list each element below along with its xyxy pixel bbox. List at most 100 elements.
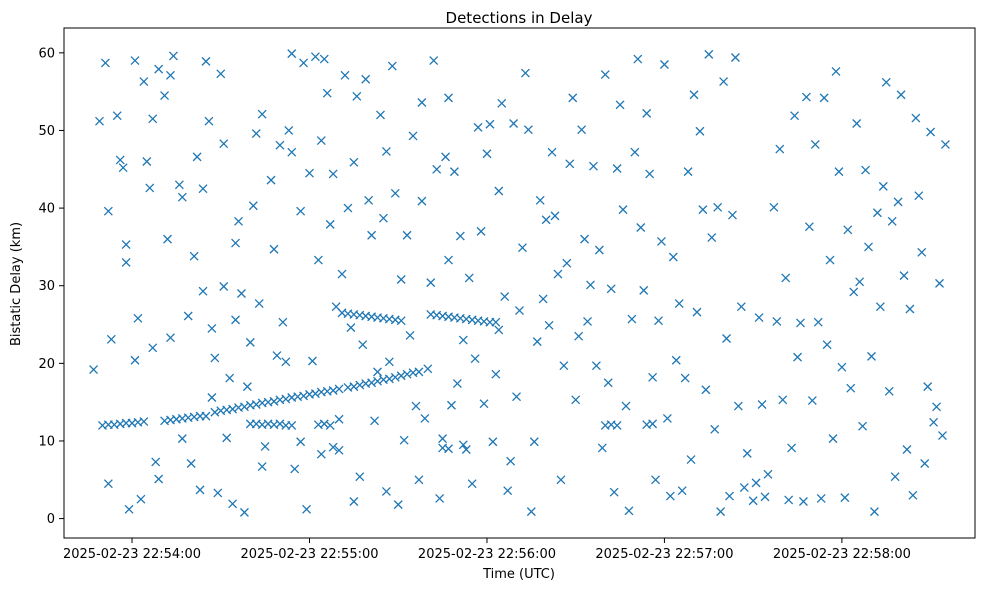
data-point (201, 56, 211, 66)
data-point (689, 90, 699, 100)
data-point (237, 289, 246, 298)
data-point (618, 205, 628, 215)
data-point (378, 213, 388, 223)
data-point (878, 181, 888, 191)
data-point (242, 382, 252, 392)
data-point (659, 60, 669, 69)
data-point (494, 325, 504, 335)
data-point (257, 109, 267, 119)
data-point (266, 175, 276, 185)
data-point (926, 127, 936, 137)
data-point (526, 507, 536, 517)
x-axis-label: Time (UTC) (482, 567, 555, 582)
data-point (272, 351, 282, 361)
data-point (875, 302, 885, 312)
data-point (612, 420, 622, 430)
data-point (535, 195, 545, 205)
data-point (911, 113, 921, 123)
data-point (612, 164, 622, 173)
data-point (772, 316, 782, 326)
data-point (316, 449, 326, 459)
data-point (500, 292, 510, 302)
data-point (657, 237, 666, 246)
y-tick-label: 50 (38, 124, 55, 139)
data-point (908, 490, 918, 500)
data-point (260, 441, 270, 451)
data-point (278, 317, 288, 327)
data-point (881, 77, 891, 87)
data-point (884, 386, 894, 396)
data-point (834, 167, 844, 177)
data-point (464, 273, 474, 283)
data-point (662, 413, 672, 423)
data-point (574, 331, 584, 341)
data-point (313, 255, 323, 265)
data-point (725, 491, 734, 501)
data-point (121, 257, 131, 267)
data-point (435, 493, 445, 503)
data-point (473, 122, 483, 132)
data-point (698, 205, 708, 215)
data-point (807, 396, 817, 406)
data-point (449, 167, 459, 177)
data-point (861, 165, 871, 175)
data-point (615, 100, 625, 110)
data-point (651, 475, 661, 485)
data-point (130, 56, 140, 66)
data-point (373, 367, 382, 377)
data-point (222, 433, 232, 443)
data-point (381, 146, 391, 156)
data-point (115, 155, 125, 165)
data-point (636, 223, 646, 232)
data-point (810, 139, 820, 149)
x-axis: 2025-02-23 22:54:00 2025-02-23 22:55:00 20… (63, 538, 911, 562)
data-point (310, 52, 320, 62)
data-point (133, 313, 143, 323)
data-point (189, 251, 199, 261)
data-point (701, 385, 711, 395)
y-tick-label: 30 (38, 279, 55, 294)
x-tick-label: 2025-02-23 22:54:00 (63, 547, 201, 562)
data-point (402, 369, 412, 379)
data-point (648, 419, 658, 429)
data-point (373, 376, 382, 386)
data-point (455, 231, 465, 241)
data-point (559, 361, 569, 371)
data-point (204, 116, 214, 126)
data-point (210, 407, 220, 417)
data-point (228, 499, 238, 509)
data-point (381, 486, 391, 496)
data-point (710, 424, 720, 434)
data-point (846, 383, 856, 393)
data-point (485, 119, 495, 129)
data-point (160, 91, 170, 100)
data-point (290, 464, 300, 474)
data-point (163, 234, 172, 244)
data-point (213, 488, 223, 498)
data-point (775, 144, 785, 154)
data-point (284, 126, 294, 135)
data-point (594, 245, 604, 255)
data-point (553, 269, 563, 279)
data-point (145, 183, 155, 193)
data-point (177, 434, 187, 444)
data-point (929, 417, 939, 427)
data-point (692, 307, 702, 317)
data-point (890, 472, 900, 482)
data-point (174, 180, 184, 190)
data-point (411, 401, 421, 411)
data-point (467, 479, 477, 489)
data-point (648, 372, 658, 382)
data-point (654, 316, 663, 326)
data-point (337, 269, 347, 279)
data-point (680, 373, 690, 383)
data-point (390, 188, 400, 198)
data-point (358, 340, 368, 350)
y-tick-label: 0 (47, 512, 55, 527)
data-point (491, 369, 501, 379)
data-point (674, 299, 684, 309)
data-point (760, 492, 770, 502)
data-point (207, 323, 217, 333)
data-point (751, 478, 761, 488)
